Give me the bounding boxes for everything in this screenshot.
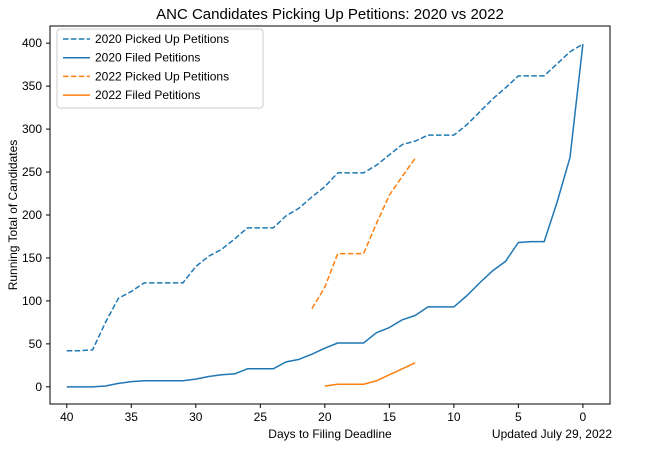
y-tick-label: 300 [22,122,42,136]
y-tick-label: 200 [22,208,42,222]
y-tick-label: 350 [22,79,42,93]
y-tick-label: 50 [29,337,43,351]
x-tick-label: 20 [318,410,332,424]
legend-label: 2020 Filed Petitions [95,51,200,65]
updated-note: Updated July 29, 2022 [492,427,612,441]
x-axis: 40 35 30 25 20 15 10 5 0 [60,404,587,424]
y-tick-label: 100 [22,294,42,308]
legend-label: 2020 Picked Up Petitions [95,32,229,46]
y-axis: 0 50 100 150 200 250 300 350 400 [22,36,50,394]
y-tick-label: 150 [22,251,42,265]
series-layer [66,43,584,388]
chart-title: ANC Candidates Picking Up Petitions: 202… [156,6,504,23]
x-axis-label: Days to Filing Deadline [268,427,392,441]
y-axis-label: Running Total of Candidates [6,140,20,291]
y-tick-label: 0 [35,380,42,394]
y-tick-label: 400 [22,36,42,50]
x-tick-label: 5 [515,410,522,424]
legend: 2020 Picked Up Petitions 2020 Filed Petit… [56,28,264,109]
series-line-3 [311,157,416,310]
series-line-1 [66,43,584,352]
x-tick-label: 15 [383,410,397,424]
x-tick-label: 0 [580,410,587,424]
legend-label: 2022 Picked Up Petitions [95,69,229,83]
series-line-4 [324,362,416,387]
x-tick-label: 35 [125,410,139,424]
y-tick-label: 250 [22,165,42,179]
series-line-2 [66,43,584,388]
x-tick-label: 40 [60,410,74,424]
legend-label: 2022 Filed Petitions [95,88,200,102]
x-tick-label: 30 [189,410,203,424]
x-tick-label: 25 [254,410,268,424]
x-tick-label: 10 [447,410,461,424]
legend-box [56,28,264,109]
